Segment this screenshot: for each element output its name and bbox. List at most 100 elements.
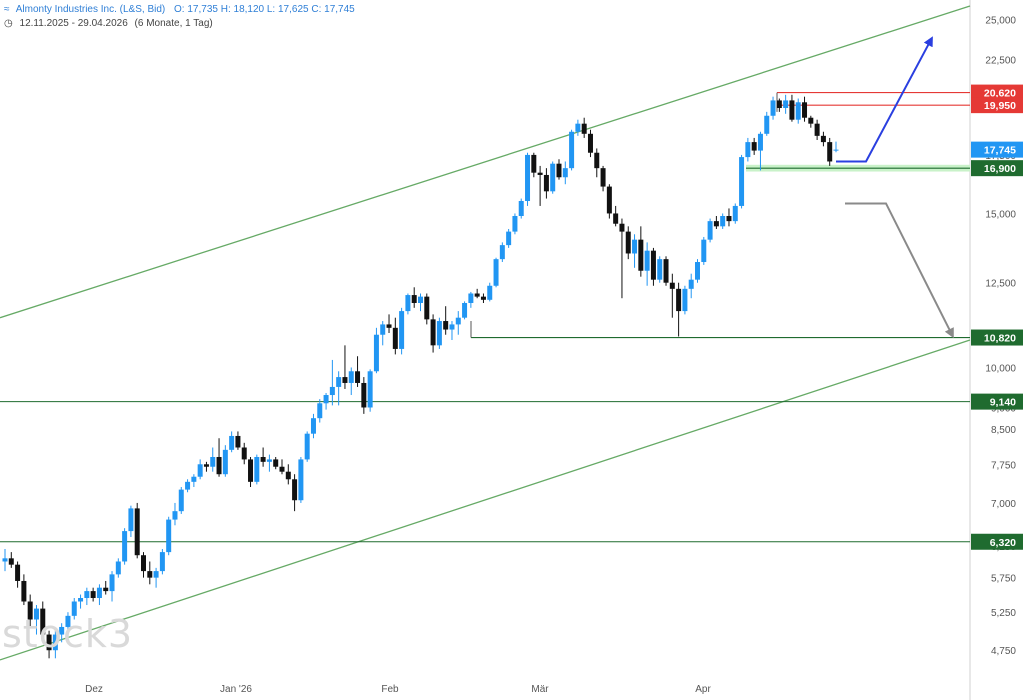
level-tag-bg [971, 84, 1023, 101]
candle-body [241, 447, 247, 460]
candle-body [122, 531, 128, 562]
candle-body [575, 123, 581, 132]
candle-body [166, 519, 172, 553]
candle-body [235, 435, 241, 448]
candle-body [33, 608, 39, 620]
candle-body [279, 466, 285, 472]
candle-body [229, 435, 235, 450]
candle-body [726, 215, 732, 222]
candle-body [273, 459, 279, 467]
candle-body [27, 601, 33, 620]
candle-body [650, 250, 656, 280]
candle-body [178, 489, 184, 512]
candle-body [587, 133, 593, 153]
candle-body [638, 239, 644, 271]
candle-body [487, 285, 493, 300]
level-tag-bg [971, 533, 1023, 550]
candle-body [292, 479, 298, 501]
candle-body [550, 163, 556, 192]
candle-body [776, 100, 782, 109]
candle-body [663, 259, 669, 283]
trend-channel-upper [0, 5, 971, 319]
candle-body [304, 433, 310, 460]
candle-body [399, 311, 405, 349]
candle-body [90, 591, 96, 599]
candle-body [392, 327, 398, 349]
candle-body [203, 464, 209, 467]
candle-body [506, 231, 512, 246]
instrument-title: Almonty Industries Inc. (L&S, Bid) [15, 4, 166, 15]
candle-body [802, 102, 808, 118]
candle-body [222, 449, 228, 475]
candle-body [808, 117, 814, 124]
candle-body [820, 135, 826, 143]
candle-body [474, 293, 480, 297]
candle-body [827, 142, 833, 162]
candle-body [644, 250, 650, 271]
candle-body [676, 288, 682, 312]
level-tag-bg [971, 97, 1023, 114]
candle-body [159, 552, 165, 572]
candle-body [298, 459, 304, 501]
candle-body [216, 456, 222, 475]
clock-icon: ◷ [4, 18, 13, 29]
candle-body [65, 615, 71, 627]
candle-body [512, 215, 518, 232]
candle-body [424, 296, 430, 320]
y-tick-label: 22,500 [985, 55, 1016, 66]
level-tag: 16,900 [984, 163, 1016, 175]
candle-body [254, 456, 260, 482]
candle-body [632, 239, 638, 254]
candle-body [248, 459, 254, 482]
candle-body [141, 555, 146, 572]
candle-body [795, 102, 801, 120]
candle-body [739, 157, 745, 206]
y-tick-label: 5,250 [991, 608, 1016, 619]
y-tick-label: 4,750 [991, 646, 1016, 657]
candle-body [499, 245, 505, 260]
candle-body [531, 154, 537, 173]
candle-body [657, 259, 663, 280]
y-tick-label: 8,500 [991, 425, 1016, 436]
candle-body [285, 471, 291, 480]
candle-body [713, 221, 719, 227]
candle-body [619, 223, 625, 232]
candle-body [348, 371, 354, 383]
candle-body [109, 574, 115, 592]
candle-body [732, 205, 738, 222]
candle-body [52, 634, 58, 651]
candle-body [147, 571, 153, 578]
candle-body [418, 296, 423, 303]
level-tag: 20,620 [984, 88, 1016, 100]
candle-body [537, 172, 543, 175]
candle-body [493, 259, 499, 286]
candle-body [115, 561, 121, 575]
watermark-logo: stock3 [2, 612, 134, 656]
candle-body [707, 221, 713, 240]
candle-body [682, 288, 688, 312]
level-tag: 10,820 [984, 333, 1016, 345]
candle-body [367, 371, 373, 408]
candle-body [361, 382, 367, 408]
candle-body [720, 215, 726, 227]
chart-header-range-row: ◷ 12.11.2025 - 29.04.2026 (6 Monate, 1 T… [4, 18, 213, 29]
candle-body [562, 168, 568, 178]
candle-body [770, 100, 776, 116]
candle-body [323, 395, 329, 404]
candle-body [443, 321, 449, 330]
candle-body [21, 580, 27, 602]
candle-body [59, 626, 65, 635]
candle-body [191, 476, 197, 482]
candle-body [380, 324, 386, 335]
candle-body [342, 377, 348, 383]
candle-body [153, 571, 159, 578]
chart-header-title-row: ≈ Almonty Industries Inc. (L&S, Bid) O: … [4, 4, 355, 15]
candle-body [518, 201, 524, 216]
level-tag: 9,140 [990, 397, 1016, 409]
candle-body [15, 564, 21, 581]
candle-body [556, 163, 562, 178]
y-tick-label: 5,750 [991, 574, 1016, 585]
period-label: (6 Monate, 1 Tag) [134, 18, 213, 29]
candle-body [751, 142, 757, 151]
